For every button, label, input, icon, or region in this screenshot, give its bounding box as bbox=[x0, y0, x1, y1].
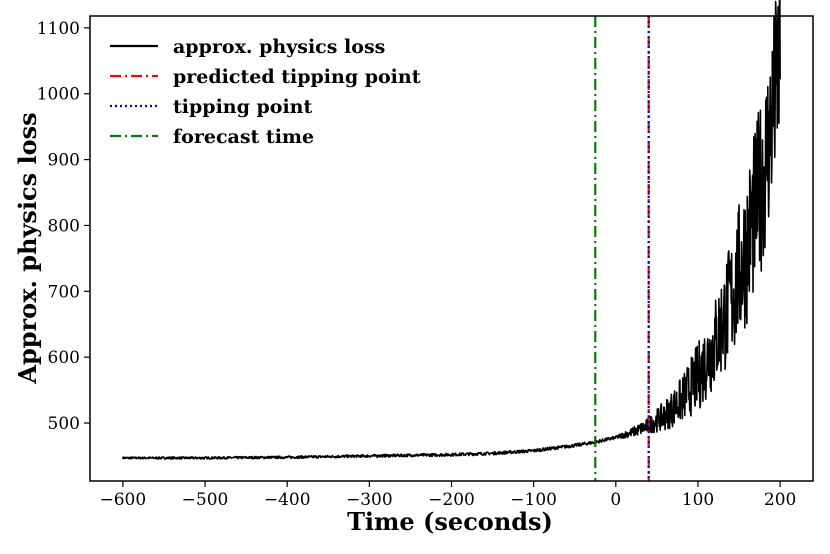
x-tick-label: 100 bbox=[682, 490, 714, 510]
x-tick-label: −400 bbox=[264, 490, 311, 510]
x-axis: −600 −500 −400 −300 −200 −100 0 100 200 bbox=[100, 481, 796, 510]
y-tick-label: 500 bbox=[48, 414, 80, 434]
y-axis: 500 600 700 800 900 1000 1100 bbox=[37, 19, 90, 434]
y-tick-label: 600 bbox=[48, 348, 80, 368]
legend: approx. physics loss predicted tipping po… bbox=[110, 36, 421, 148]
x-tick-label: −600 bbox=[100, 490, 147, 510]
y-tick-label: 700 bbox=[48, 282, 80, 302]
series-line-0 bbox=[122, 0, 781, 460]
x-tick-label: −500 bbox=[182, 490, 229, 510]
x-axis-title: Time (seconds) bbox=[347, 507, 553, 536]
legend-label: tipping point bbox=[173, 96, 312, 118]
legend-label: predicted tipping point bbox=[173, 66, 421, 88]
y-tick-label: 1000 bbox=[37, 85, 80, 105]
y-tick-label: 1100 bbox=[37, 19, 80, 39]
x-tick-label: 200 bbox=[764, 490, 796, 510]
legend-label: forecast time bbox=[173, 126, 314, 148]
x-tick-label: −100 bbox=[510, 490, 557, 510]
x-tick-label: −300 bbox=[346, 490, 393, 510]
legend-label: approx. physics loss bbox=[173, 36, 385, 58]
y-tick-label: 800 bbox=[48, 216, 80, 236]
x-tick-label: 0 bbox=[610, 490, 621, 510]
y-axis-title: Approx. physics loss bbox=[13, 112, 42, 384]
plot-layer bbox=[122, 0, 781, 481]
y-tick-label: 900 bbox=[48, 151, 80, 171]
x-tick-label: −200 bbox=[428, 490, 475, 510]
